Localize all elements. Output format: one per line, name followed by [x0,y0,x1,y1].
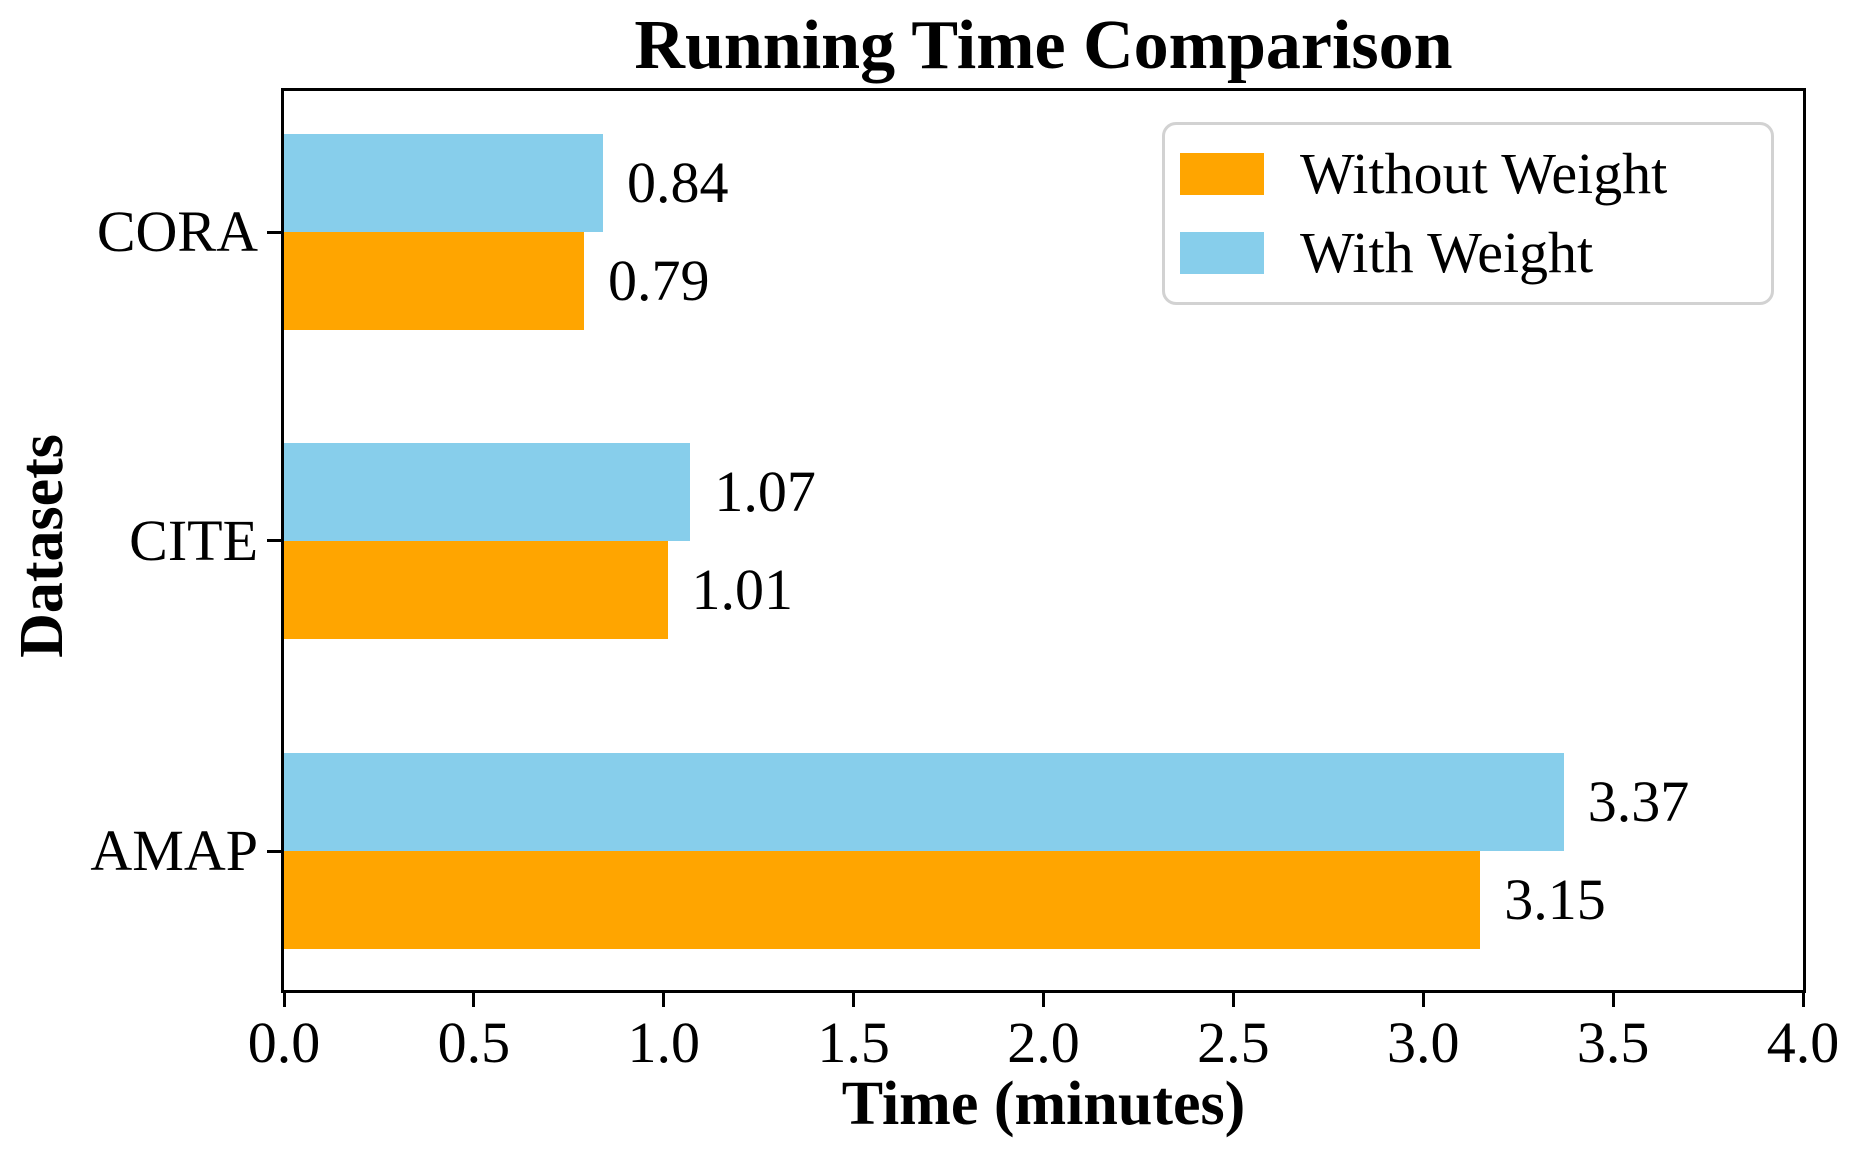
x-tick-label-1-0: 1.0 [627,1010,701,1075]
y-tick-mark-cite [267,539,281,543]
legend-row-with-weight: With Weight [1180,222,1771,284]
bar-value-amap-without-weight: 3.15 [1504,867,1606,932]
x-tick-label-2-5: 2.5 [1197,1010,1270,1075]
y-tick-mark-cora [267,230,281,234]
y-tick-label-amap: AMAP [90,818,258,883]
x-tick-mark-1-5 [852,993,856,1007]
bar-value-cora-with-weight: 0.84 [626,150,729,216]
x-tick-mark-2-0 [1042,993,1045,1007]
y-tick-mark-amap [267,849,281,853]
x-axis-label: Time (minutes) [841,1070,1246,1138]
bar-value-cora-without-weight: 0.79 [608,248,710,314]
x-tick-mark-1-0 [662,993,666,1007]
x-tick-mark-0-0 [282,993,286,1007]
y-tick-label-cite: CITE [129,507,258,573]
bar-value-cite-with-weight: 1.07 [714,458,816,524]
legend-label-with-weight: With Weight [1300,220,1594,286]
bar-cora-with-weight [284,134,603,233]
x-tick-mark-3-5 [1611,993,1615,1007]
chart-title: Running Time Comparison [634,7,1453,84]
bar-cite-with-weight [284,442,691,541]
x-tick-label-3-0: 3.0 [1387,1010,1460,1075]
x-tick-label-3-5: 3.5 [1576,1010,1650,1075]
x-tick-mark-2-5 [1231,993,1235,1007]
x-tick-label-4-0: 4.0 [1766,1010,1840,1075]
x-tick-label-0-5: 0.5 [437,1010,511,1075]
bar-amap-with-weight [284,753,1564,851]
bar-value-cite-without-weight: 1.01 [691,556,794,622]
legend-swatch-without-weight [1180,152,1264,195]
legend-box: Without Weight With Weight [1162,122,1774,305]
bar-value-amap-with-weight: 3.37 [1587,769,1690,834]
x-tick-mark-3-0 [1421,993,1425,1007]
bar-cora-without-weight [284,232,584,331]
bar-cite-without-weight [284,540,668,639]
y-tick-label-cora: CORA [96,199,258,265]
legend-label-without-weight: Without Weight [1300,140,1668,206]
bar-amap-without-weight [284,851,1481,949]
x-tick-mark-0-5 [472,993,476,1007]
legend-row-without-weight: Without Weight [1180,140,1771,206]
x-tick-label-2-0: 2.0 [1007,1010,1080,1075]
x-tick-mark-4-0 [1801,993,1805,1007]
legend-swatch-with-weight [1180,232,1264,275]
x-tick-label-0-0: 0.0 [247,1010,321,1075]
x-tick-label-1-5: 1.5 [817,1010,890,1075]
